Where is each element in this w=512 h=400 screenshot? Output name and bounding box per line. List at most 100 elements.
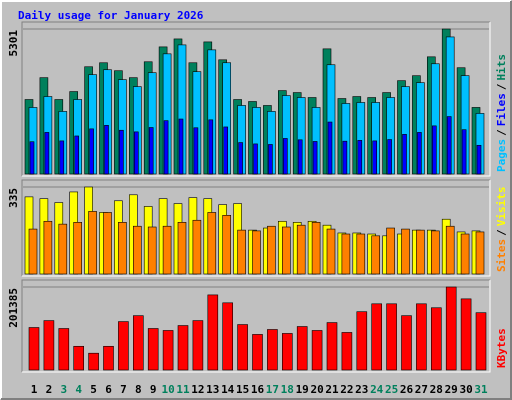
bar	[133, 225, 142, 275]
x-tick-label: 10	[161, 383, 174, 396]
panel-bevel-dark	[21, 21, 490, 176]
bar	[281, 226, 291, 275]
bar	[282, 138, 288, 175]
bar	[163, 120, 169, 175]
bar	[89, 128, 94, 175]
bar	[460, 298, 472, 371]
bar	[103, 212, 112, 275]
bar	[446, 116, 452, 175]
panel-bevel-dark	[21, 279, 490, 372]
bar	[74, 135, 79, 175]
bar	[207, 212, 217, 275]
bar	[59, 140, 65, 175]
x-tick-label: 4	[75, 383, 82, 396]
legend: KBytes	[495, 328, 508, 368]
bar	[178, 118, 184, 175]
x-tick-label: 13	[206, 383, 219, 396]
bar	[222, 302, 233, 371]
x-tick-label: 2	[46, 383, 53, 396]
bar	[281, 333, 293, 371]
x-tick-label: 22	[340, 383, 353, 396]
x-tick-label: 25	[385, 383, 398, 396]
panel-bevel-light	[22, 22, 491, 177]
bar	[162, 225, 172, 275]
bar	[253, 143, 258, 175]
bar	[416, 229, 425, 275]
bar	[252, 230, 261, 275]
bar	[476, 144, 482, 175]
bar	[208, 119, 214, 175]
bar	[103, 345, 114, 371]
bar	[43, 220, 53, 275]
x-tick-label: 26	[400, 383, 414, 396]
x-tick-label: 19	[296, 383, 309, 396]
bar	[207, 294, 219, 371]
bar	[417, 132, 422, 175]
bar	[162, 330, 174, 371]
bar	[104, 125, 109, 175]
x-tick-label: 28	[430, 383, 443, 396]
y-tick-label: 201385	[7, 288, 20, 328]
bar	[118, 222, 127, 275]
panel-bevel-light	[22, 280, 491, 373]
bar	[372, 140, 378, 175]
bar	[402, 134, 407, 175]
bar	[147, 328, 159, 371]
bar	[192, 320, 204, 371]
bar	[267, 225, 276, 275]
bar	[118, 321, 129, 371]
x-tick-label: 23	[355, 383, 368, 396]
x-tick-label: 21	[325, 383, 339, 396]
x-tick-label: 18	[281, 383, 294, 396]
bar	[475, 231, 485, 275]
bar	[73, 345, 84, 371]
bar	[475, 312, 487, 371]
bar	[430, 307, 442, 371]
bar	[342, 140, 348, 175]
bar	[371, 235, 381, 275]
bar	[371, 303, 383, 371]
bar	[387, 139, 392, 175]
bar	[238, 142, 243, 175]
bar	[341, 332, 353, 371]
x-tick-label: 29	[445, 383, 458, 396]
bar	[73, 222, 82, 275]
x-tick-label: 12	[191, 383, 204, 396]
bar	[177, 325, 189, 371]
x-tick-label: 27	[415, 383, 428, 396]
bar	[445, 225, 455, 275]
bar	[237, 324, 248, 371]
x-tick-label: 30	[459, 383, 472, 396]
x-tick-label: 15	[236, 383, 249, 396]
bar	[267, 329, 278, 371]
x-tick-label: 1	[31, 383, 38, 396]
bar	[28, 327, 40, 371]
x-tick-label: 5	[90, 383, 97, 396]
panel-bevel-light	[22, 180, 491, 277]
bar	[148, 127, 154, 175]
bar	[327, 121, 333, 175]
bar	[58, 328, 70, 371]
bar	[416, 303, 427, 371]
bar	[297, 139, 303, 175]
bar	[401, 315, 412, 371]
bar	[311, 222, 321, 275]
x-tick-label: 6	[105, 383, 112, 396]
x-tick-label: 3	[60, 383, 67, 396]
legend-separator: /	[495, 83, 508, 90]
legend-entry: Hits	[495, 54, 508, 81]
legend: Sites / Visits	[495, 187, 508, 273]
x-tick-label: 16	[251, 383, 265, 396]
legend-entry: Visits	[495, 187, 508, 227]
bar	[357, 140, 363, 175]
legend-entry: Sites	[495, 239, 508, 272]
legend-separator: /	[495, 129, 508, 136]
bar	[461, 129, 467, 175]
x-tick-label: 7	[120, 383, 127, 396]
x-tick-label: 31	[474, 383, 488, 396]
bar	[147, 226, 157, 275]
bar	[134, 131, 139, 175]
bar	[44, 132, 50, 175]
